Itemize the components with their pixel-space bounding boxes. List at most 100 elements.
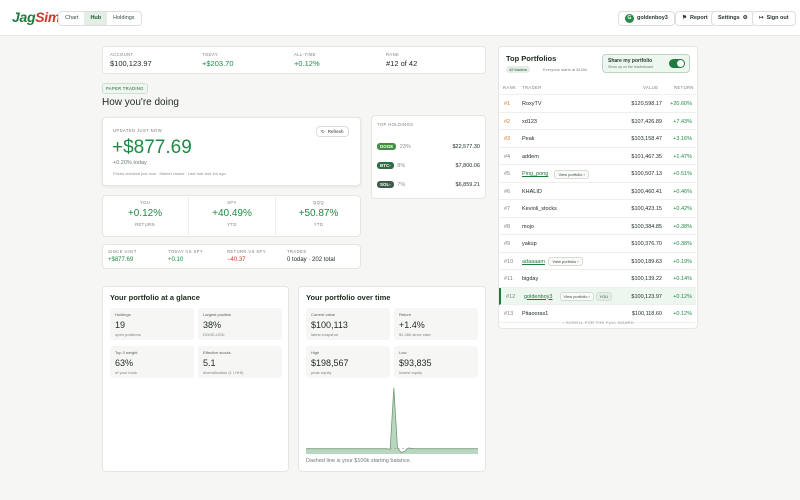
scroll-hint: ↓ SCROLL FOR THE FULL BOARD bbox=[562, 320, 634, 325]
compare-value: +40.49% bbox=[212, 208, 252, 219]
tile-label: Holdings bbox=[115, 312, 131, 317]
row-trader-name: Peak bbox=[522, 136, 535, 142]
signout-button[interactable]: ↦ Sign out bbox=[752, 11, 796, 26]
row-rank: #2 bbox=[504, 118, 511, 125]
delta-since-visit: SINCE VISIT +$877.69 bbox=[108, 249, 137, 263]
delta-label: TODAY VS SPY bbox=[168, 249, 204, 254]
leaderboard-row[interactable]: #2 xd123 $107,426.89 +7.43% bbox=[499, 113, 696, 130]
row-trader-name[interactable]: adaaaam bbox=[522, 258, 545, 265]
row-return: +20.60% bbox=[670, 101, 692, 107]
leaderboard-row[interactable]: #9 yakup $100,376.70 +0.38% bbox=[499, 235, 696, 253]
share-toggle-card[interactable] bbox=[602, 54, 690, 73]
chart-caption: Dashed line is your $100k starting balan… bbox=[306, 458, 412, 464]
row-trader-name: yakup bbox=[522, 241, 537, 247]
tile-sub: lowest equity bbox=[399, 370, 423, 375]
deltas-card bbox=[102, 244, 361, 269]
tab-holdings[interactable]: Holdings bbox=[113, 15, 135, 21]
col-trader: TRADER bbox=[522, 85, 542, 90]
row-rank: #11 bbox=[504, 276, 513, 282]
leaderboard-row[interactable]: #5 Ping_pong View portfolio › $100,507.13 +0… bbox=[499, 165, 696, 183]
settings-button[interactable]: Settings ⚙ bbox=[711, 11, 755, 26]
row-trader-name: Pitaooras1 bbox=[522, 311, 549, 317]
row-return: +0.14% bbox=[673, 276, 692, 282]
app-logo[interactable]: JagSim bbox=[12, 9, 60, 25]
holding-symbol: SOL- bbox=[377, 181, 394, 188]
leaderboard-row[interactable]: #3 Peak $103,158.47 +3.16% bbox=[499, 130, 696, 148]
row-trader-name: bigday bbox=[522, 276, 539, 282]
row-value: $100,118.60 bbox=[631, 311, 662, 317]
leaderboard-card bbox=[498, 46, 698, 329]
settings-label: Settings bbox=[718, 15, 740, 21]
row-return: +0.46% bbox=[673, 188, 692, 195]
leaderboard-row[interactable]: #1 RoxyTV $120,598.17 +20.60% bbox=[499, 95, 696, 113]
glance-tile-holdings: Holdings 19 open positions bbox=[110, 308, 194, 340]
row-trader-name[interactable]: goldenboy3 bbox=[524, 293, 553, 300]
view-portfolio-button[interactable]: View portfolio › bbox=[548, 257, 583, 266]
leaderboard-row[interactable]: #8 mojo $100,384.85 +0.38% bbox=[499, 218, 696, 235]
compare-sub: YTD bbox=[313, 222, 324, 227]
leaderboard-row[interactable]: #6 KHALID $100,460.41 +0.46% bbox=[499, 183, 696, 200]
user-chip[interactable]: G goldenboy3 bbox=[618, 11, 675, 26]
leaderboard-row[interactable]: #13 Pitaooras1 $100,118.60 +0.12% bbox=[499, 305, 696, 323]
stat-value: #12 of 42 bbox=[386, 59, 418, 68]
username: goldenboy3 bbox=[637, 15, 668, 21]
report-icon: ⚑ bbox=[682, 15, 687, 21]
row-value: $100,139.22 bbox=[631, 276, 662, 282]
stat-label: ALL-TIME bbox=[294, 52, 317, 57]
glance-title: Your portfolio at a glance bbox=[110, 293, 200, 302]
leaderboard-title: Top Portfolios bbox=[506, 54, 557, 63]
row-value: $100,423.15 bbox=[631, 206, 662, 212]
signout-label: Sign out bbox=[766, 15, 789, 21]
leaderboard-row[interactable]: #7 Kevioli_stocks $100,423.15 +0.42% bbox=[499, 200, 696, 218]
tab-chart[interactable]: Chart bbox=[65, 15, 79, 21]
glance-tile-largest: Largest position 38% DOGE-USD bbox=[198, 308, 282, 340]
stat-rank: RANK #12 of 42 bbox=[386, 52, 417, 68]
tile-sub: open positions bbox=[115, 332, 141, 337]
tile-label: Low bbox=[399, 350, 407, 355]
leaderboard-row[interactable]: #11 bigday $100,139.22 +0.14% bbox=[499, 270, 696, 288]
holding-pct: 7% bbox=[397, 182, 406, 188]
holding-row[interactable]: BTC- 8% $7,800.06 bbox=[377, 162, 480, 172]
row-rank: #6 bbox=[504, 188, 511, 195]
hero-note: Prices checked just now · Market closed … bbox=[113, 171, 226, 176]
leaderboard-row[interactable]: #12 goldenboy3 View portfolio › YOU $100,123… bbox=[499, 287, 696, 305]
holding-row[interactable]: DOGE 23% $22,577.30 bbox=[377, 143, 480, 153]
stat-value: +0.12% bbox=[294, 59, 320, 68]
row-trader-name: Kevioli_stocks bbox=[522, 206, 557, 212]
delta-value: +0.10 bbox=[168, 257, 184, 263]
view-portfolio-button[interactable]: View portfolio › bbox=[559, 292, 594, 301]
row-return: +0.38% bbox=[673, 241, 692, 247]
tile-value: 5.1 bbox=[203, 358, 216, 368]
glance-tile-effective: Effective stocks 5.1 diversification (1 … bbox=[198, 346, 282, 378]
refresh-button[interactable]: ↻ Refresh bbox=[316, 126, 349, 137]
compare-you: YOU +0.12% RETURN bbox=[102, 200, 188, 227]
stat-label: TODAY bbox=[202, 52, 219, 57]
tab-hub[interactable]: Hub bbox=[84, 12, 108, 25]
stat-value: +$203.70 bbox=[202, 59, 234, 68]
tile-sub: diversification (1 / HHI) bbox=[203, 370, 244, 375]
share-toggle[interactable] bbox=[669, 59, 685, 68]
tile-value: $93,835 bbox=[399, 358, 432, 368]
overtime-tile-low: Low $93,835 lowest equity bbox=[394, 346, 478, 378]
hero-sub: +0.20% today bbox=[113, 160, 147, 166]
share-sub: Show up on the leaderboard bbox=[608, 65, 654, 69]
report-button[interactable]: ⚑ Report bbox=[675, 11, 715, 26]
leaderboard-row[interactable]: #10 adaaaam View portfolio › $100,189.63 +0.… bbox=[499, 253, 696, 270]
refresh-icon: ↻ bbox=[321, 129, 325, 134]
comparison-card bbox=[102, 195, 361, 237]
view-portfolio-button[interactable]: View portfolio › bbox=[554, 169, 589, 179]
delta-today-spy: TODAY VS SPY +0.10 bbox=[168, 249, 203, 263]
row-return: +0.51% bbox=[673, 171, 692, 177]
holding-value: $22,577.30 bbox=[452, 144, 480, 150]
row-trader-name[interactable]: Ping_pong bbox=[522, 171, 549, 177]
leaderboard-row[interactable]: #4 addem $101,467.35 +1.47% bbox=[499, 148, 696, 165]
row-return: +0.12% bbox=[673, 311, 692, 317]
hero-label: UPDATED JUST NOW bbox=[113, 128, 163, 133]
leaderboard-subtitle: Everyone starts at $100k bbox=[543, 67, 588, 72]
tile-value: 19 bbox=[115, 320, 126, 330]
paper-trading-badge: PAPER TRADING bbox=[102, 83, 148, 94]
row-rank: #10 bbox=[504, 258, 514, 265]
row-value: $100,507.13 bbox=[631, 171, 662, 177]
divider bbox=[275, 195, 276, 237]
holding-row[interactable]: SOL- 7% $6,859.21 bbox=[377, 181, 480, 191]
